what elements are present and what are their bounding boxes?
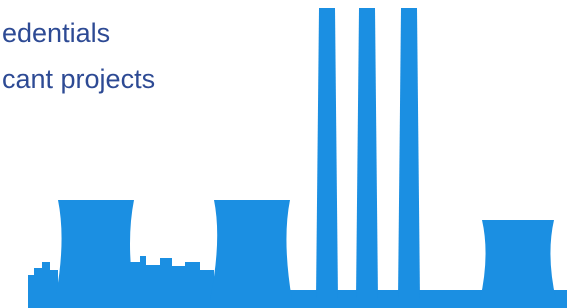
chimney [356, 8, 378, 300]
slide: edentials cant projects [0, 0, 567, 308]
cooling-tower [210, 200, 292, 300]
chimney [316, 8, 338, 300]
building [28, 262, 58, 308]
power-plant-silhouette [0, 0, 567, 308]
cooling-tower [480, 220, 556, 300]
cooling-tower [56, 200, 134, 295]
chimney [398, 8, 420, 300]
building [130, 256, 214, 308]
